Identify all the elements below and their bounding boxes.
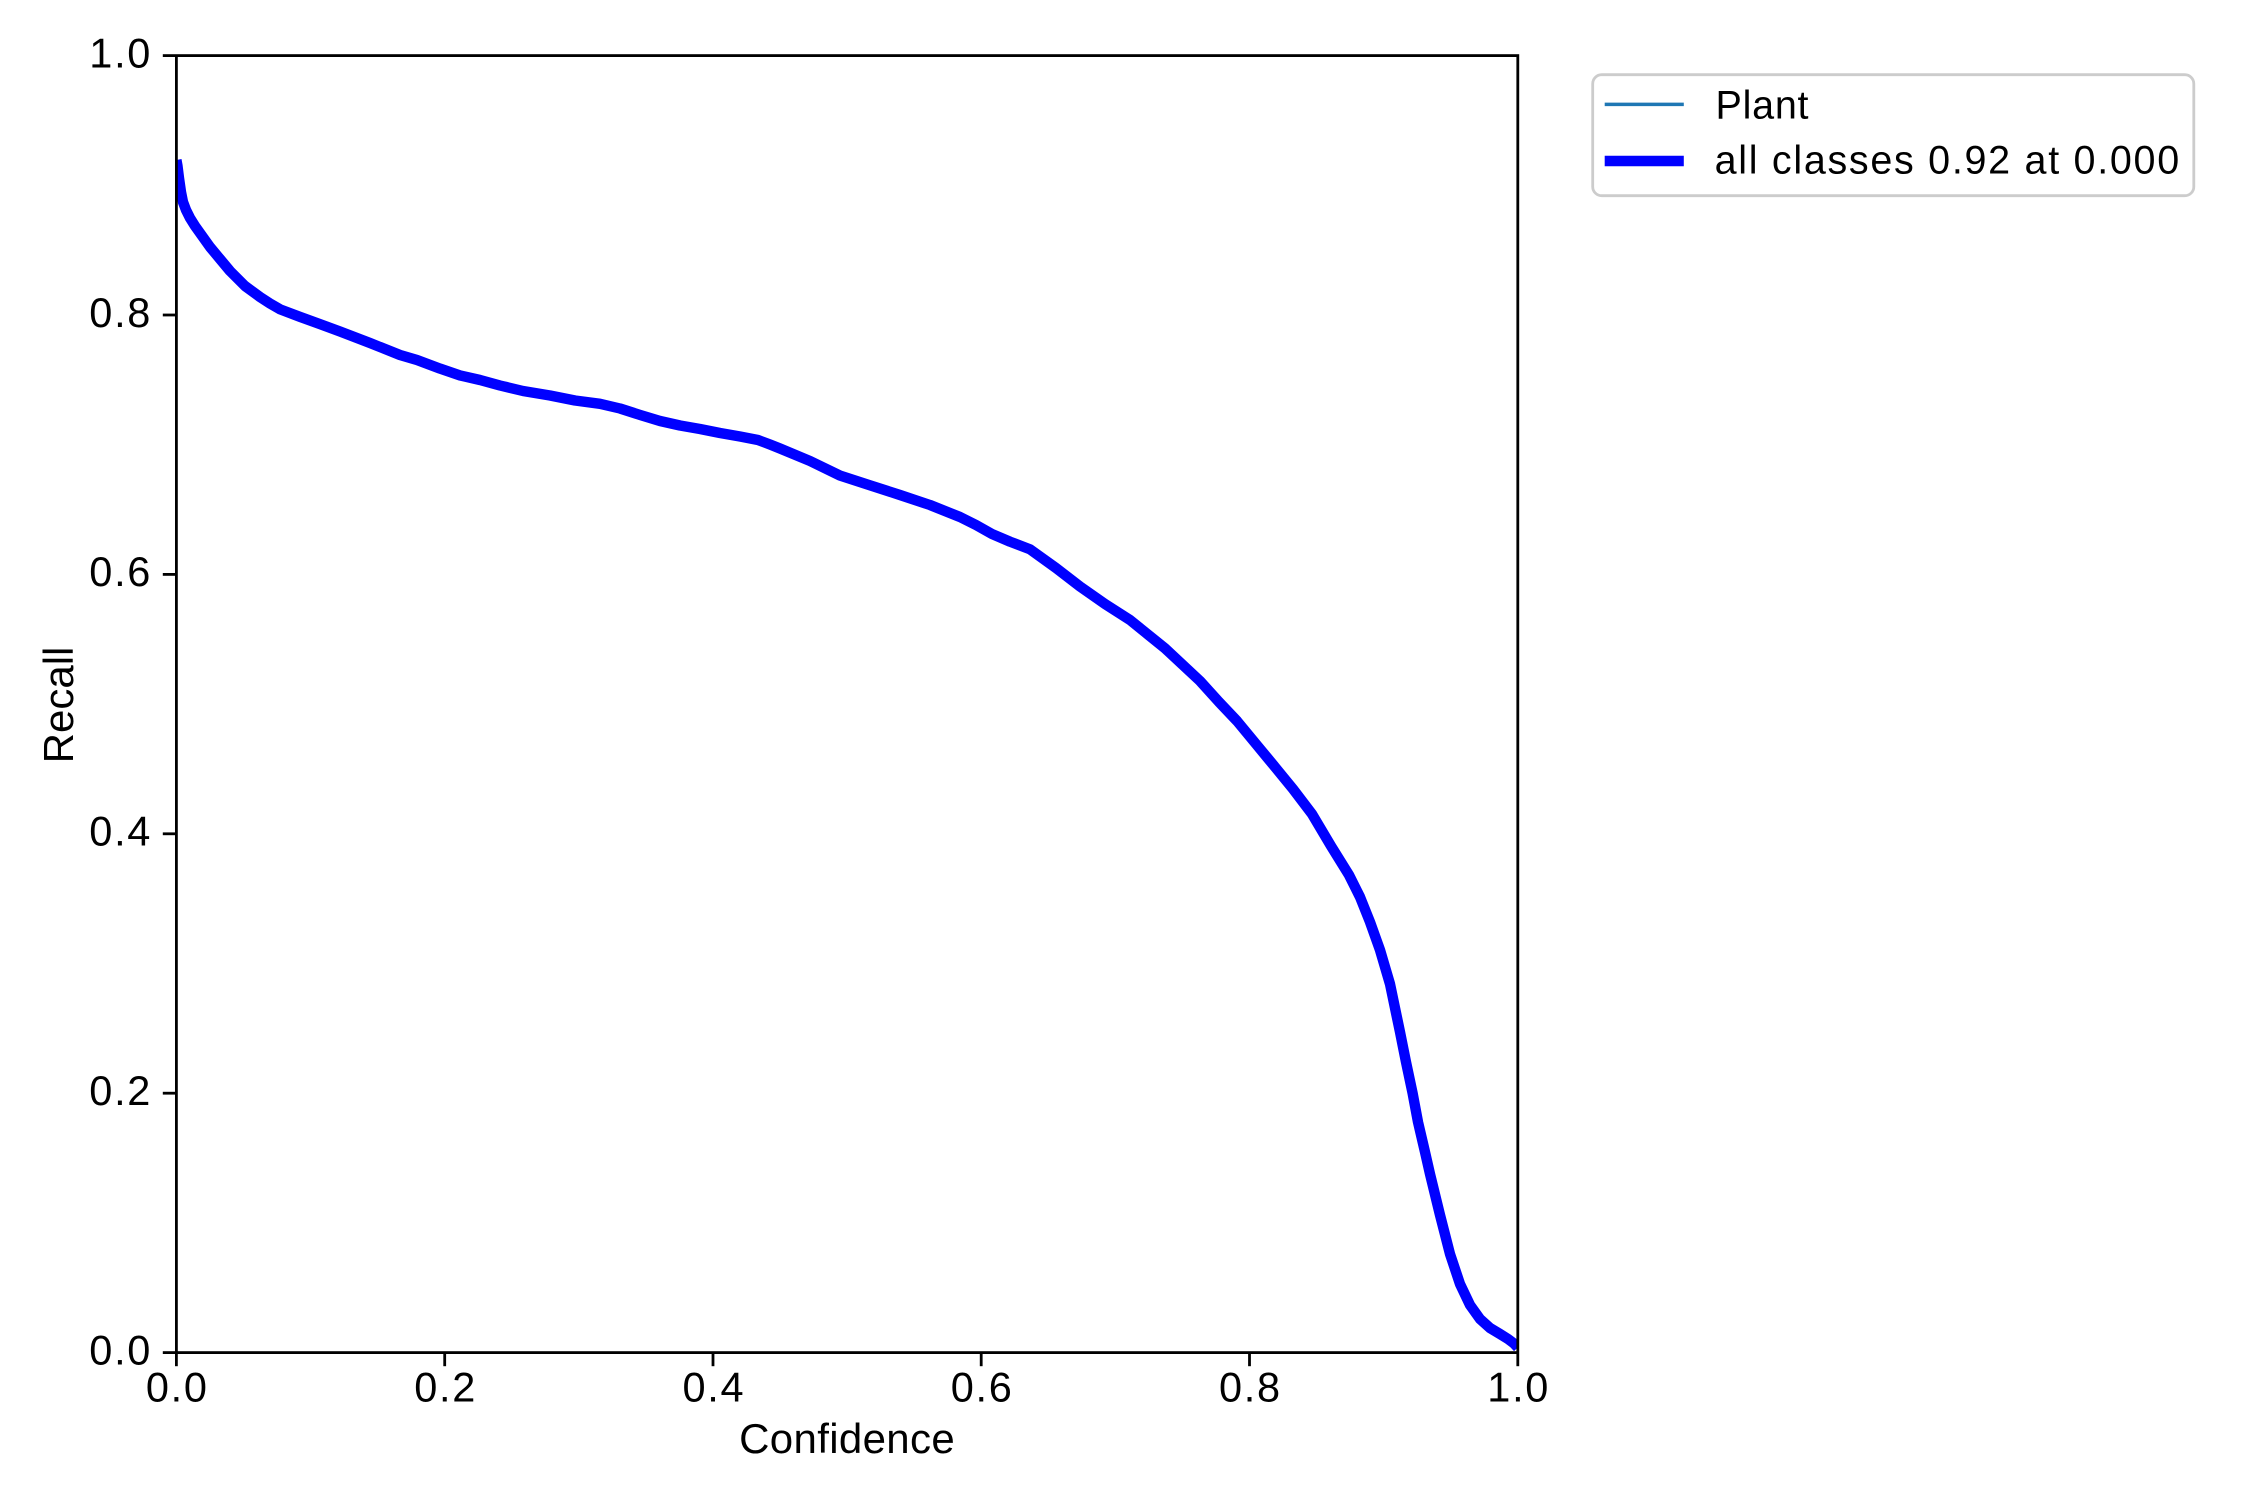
svg-text:1.0: 1.0 [1487,1363,1550,1410]
svg-text:Confidence: Confidence [739,1415,955,1462]
svg-text:all classes 0.92 at 0.000: all classes 0.92 at 0.000 [1715,139,2181,183]
svg-text:0.6: 0.6 [951,1363,1014,1410]
svg-text:0.8: 0.8 [89,289,152,336]
svg-text:0.2: 0.2 [414,1363,477,1410]
svg-text:1.0: 1.0 [89,29,152,76]
svg-text:Plant: Plant [1716,83,1810,127]
svg-text:0.4: 0.4 [89,808,152,855]
svg-text:Recall: Recall [35,647,82,764]
svg-text:0.8: 0.8 [1219,1363,1282,1410]
svg-text:0.0: 0.0 [146,1363,209,1410]
svg-text:0.4: 0.4 [683,1363,746,1410]
svg-text:0.0: 0.0 [89,1326,152,1373]
svg-text:0.6: 0.6 [89,548,152,595]
svg-text:0.2: 0.2 [89,1067,152,1114]
